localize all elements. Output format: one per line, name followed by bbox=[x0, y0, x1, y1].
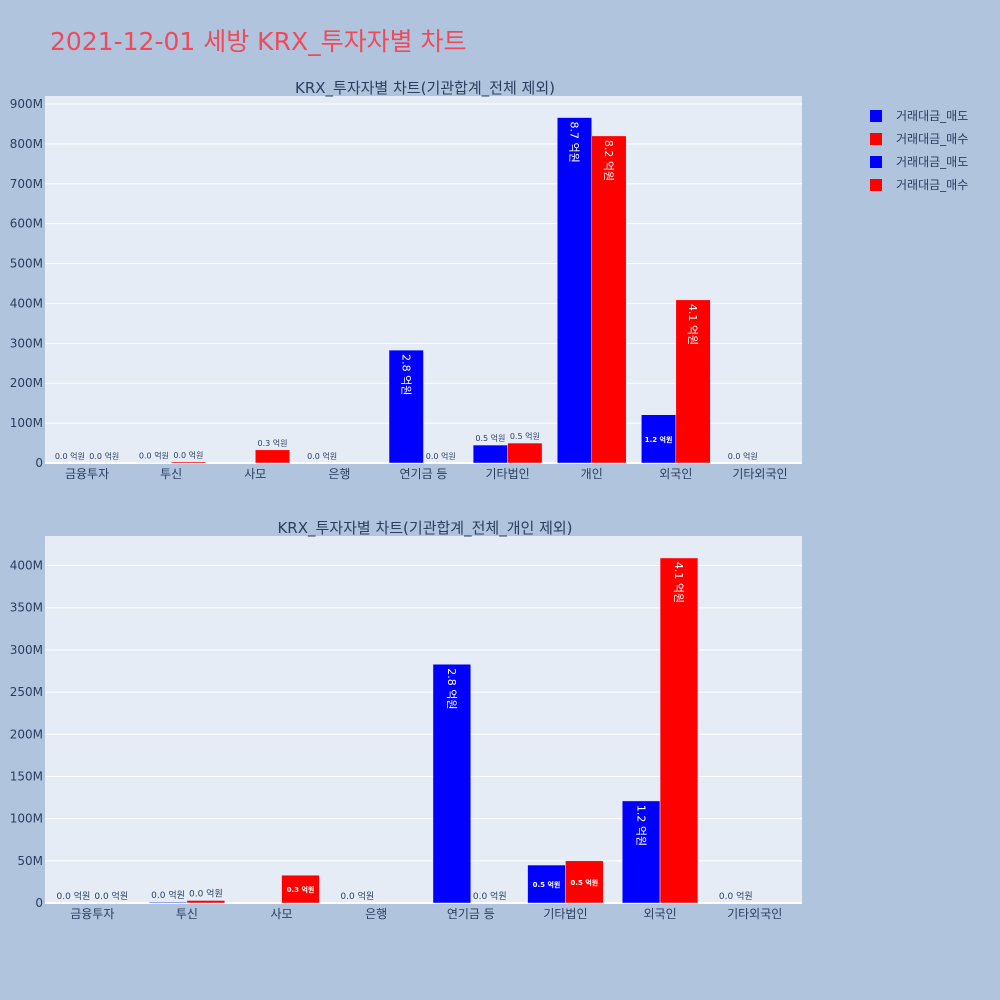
bar-value-label: 0.0 억원 bbox=[728, 451, 758, 461]
bar-value-label: 0.5 억원 bbox=[510, 431, 540, 441]
bar-value-label: 0.3 억원 bbox=[258, 438, 288, 448]
bar bbox=[591, 135, 627, 464]
bar bbox=[255, 449, 291, 464]
x-tick-label: 사모 bbox=[244, 467, 266, 481]
bar bbox=[388, 349, 424, 464]
legend-item[interactable]: 거래대금_매도 bbox=[870, 104, 968, 127]
bar-value-label: 0.0 억원 bbox=[189, 887, 223, 899]
y-tick-label: 400M bbox=[10, 296, 43, 310]
bar bbox=[432, 663, 472, 904]
bar-value-label: 1.2 억원 bbox=[634, 805, 647, 846]
page-title: 2021-12-01 세방 KRX_투자자별 차트 bbox=[50, 27, 467, 56]
y-tick-label: 200M bbox=[10, 376, 43, 390]
bar-value-label: 0.0 억원 bbox=[57, 890, 91, 902]
y-tick-label: 500M bbox=[10, 257, 43, 271]
y-tick-label: 600M bbox=[10, 217, 43, 231]
bar bbox=[281, 874, 320, 904]
bar-value-label: 8.7 억원 bbox=[568, 122, 581, 163]
bar bbox=[507, 442, 543, 464]
y-tick-label: 900M bbox=[10, 97, 43, 111]
bar-value-label: 8.2 억원 bbox=[602, 140, 615, 181]
x-tick-label: 기타법인 bbox=[543, 907, 587, 921]
bar-value-label: 0.0 억원 bbox=[307, 451, 337, 461]
bar bbox=[148, 901, 188, 904]
y-tick-label: 300M bbox=[10, 643, 43, 657]
x-tick-label: 투신 bbox=[176, 907, 198, 921]
x-tick-label: 외국인 bbox=[659, 467, 692, 481]
bar-value-label: 0.0 억원 bbox=[139, 451, 169, 461]
bar bbox=[527, 864, 566, 904]
y-tick-label: 0 bbox=[35, 456, 43, 470]
legend: 거래대금_매도 거래대금_매수 거래대금_매도 거래대금_매수 bbox=[870, 104, 968, 196]
y-tick-label: 100M bbox=[10, 416, 43, 430]
bar-value-label: 0.0 억원 bbox=[426, 451, 456, 461]
bar-value-label: 0.0 억원 bbox=[89, 451, 119, 461]
bar-value-label: 0.0 억원 bbox=[473, 890, 507, 902]
bar bbox=[675, 299, 711, 464]
bar-value-label: 1.2 억원 bbox=[645, 435, 673, 444]
x-tick-label: 기타외국인 bbox=[732, 467, 787, 481]
bar-value-label: 0.0 억원 bbox=[55, 451, 85, 461]
bar bbox=[556, 117, 592, 464]
bar bbox=[170, 461, 206, 464]
bar-value-label: 0.0 억원 bbox=[151, 889, 185, 901]
x-tick-label: 개인 bbox=[581, 467, 603, 481]
legend-label: 거래대금_매수 bbox=[896, 132, 969, 146]
bar-value-label: 4.1 억원 bbox=[672, 562, 685, 603]
chart-excluding-institution-total: 0 100M 200M 300M 400M 500M 600M 700M 800M 900M KRX… bbox=[10, 79, 802, 481]
bar bbox=[565, 860, 604, 904]
chart-excluding-institution-total-and-individual: 0 50M 100M 150M 200M 250M 300M 350M 400M KRX_투자자별… bbox=[10, 519, 802, 921]
x-tick-label: 기타법인 bbox=[486, 467, 530, 481]
y-tick-label: 300M bbox=[10, 336, 43, 350]
bar bbox=[186, 900, 226, 904]
x-tick-label: 투신 bbox=[160, 467, 182, 481]
y-tick-label: 800M bbox=[10, 137, 43, 151]
y-tick-label: 250M bbox=[10, 685, 43, 699]
y-tick-label: 0 bbox=[35, 896, 43, 910]
legend-label: 거래대금_매수 bbox=[896, 178, 969, 192]
bar-value-label: 2.8 억원 bbox=[445, 668, 458, 709]
y-tick-label: 50M bbox=[17, 854, 43, 868]
x-tick-label: 은행 bbox=[328, 466, 350, 481]
bar bbox=[641, 414, 677, 464]
bar-value-label: 0.5 억원 bbox=[475, 433, 505, 443]
legend-label: 거래대금_매도 bbox=[896, 109, 969, 123]
y-tick-label: 100M bbox=[10, 812, 43, 826]
legend-swatch bbox=[870, 109, 882, 122]
legend-swatch bbox=[870, 155, 882, 168]
y-tick-label: 700M bbox=[10, 177, 43, 191]
x-tick-label: 사모 bbox=[271, 907, 293, 921]
legend-label: 거래대금_매도 bbox=[896, 155, 969, 169]
bar-value-label: 0.5 억원 bbox=[571, 878, 599, 887]
bar-value-label: 2.8 억원 bbox=[399, 354, 412, 395]
bar bbox=[621, 800, 661, 904]
bar bbox=[659, 557, 699, 904]
bar-value-label: 0.0 억원 bbox=[340, 890, 374, 902]
legend-swatch bbox=[870, 178, 882, 191]
legend-item[interactable]: 거래대금_매수 bbox=[870, 173, 968, 196]
bar-value-label: 0.5 억원 bbox=[533, 880, 561, 889]
legend-item[interactable]: 거래대금_매수 bbox=[870, 127, 968, 150]
chart-title: KRX_투자자별 차트(기관합계_전체_개인 제외) bbox=[277, 519, 572, 538]
x-tick-label: 연기금 등 bbox=[400, 467, 448, 481]
y-tick-label: 400M bbox=[10, 559, 43, 573]
bar-value-label: 0.0 억원 bbox=[94, 890, 128, 902]
legend-item[interactable]: 거래대금_매도 bbox=[870, 150, 968, 173]
x-tick-label: 금융투자 bbox=[65, 467, 109, 481]
x-tick-label: 기타외국인 bbox=[727, 907, 782, 921]
x-tick-label: 외국인 bbox=[644, 907, 677, 921]
legend-swatch bbox=[870, 132, 882, 145]
bar-value-label: 0.0 억원 bbox=[173, 450, 203, 460]
x-tick-label: 연기금 등 bbox=[447, 907, 495, 921]
bar-value-label: 0.0 억원 bbox=[719, 890, 753, 902]
x-tick-label: 금융투자 bbox=[70, 907, 114, 921]
y-tick-label: 150M bbox=[10, 769, 43, 783]
bar bbox=[472, 444, 508, 464]
chart-title: KRX_투자자별 차트(기관합계_전체 제외) bbox=[295, 79, 555, 98]
bar-value-label: 0.3 억원 bbox=[287, 885, 315, 894]
y-tick-label: 200M bbox=[10, 727, 43, 741]
y-tick-label: 350M bbox=[10, 601, 43, 615]
bar-value-label: 4.1 억원 bbox=[686, 304, 699, 345]
x-tick-label: 은행 bbox=[365, 906, 387, 921]
